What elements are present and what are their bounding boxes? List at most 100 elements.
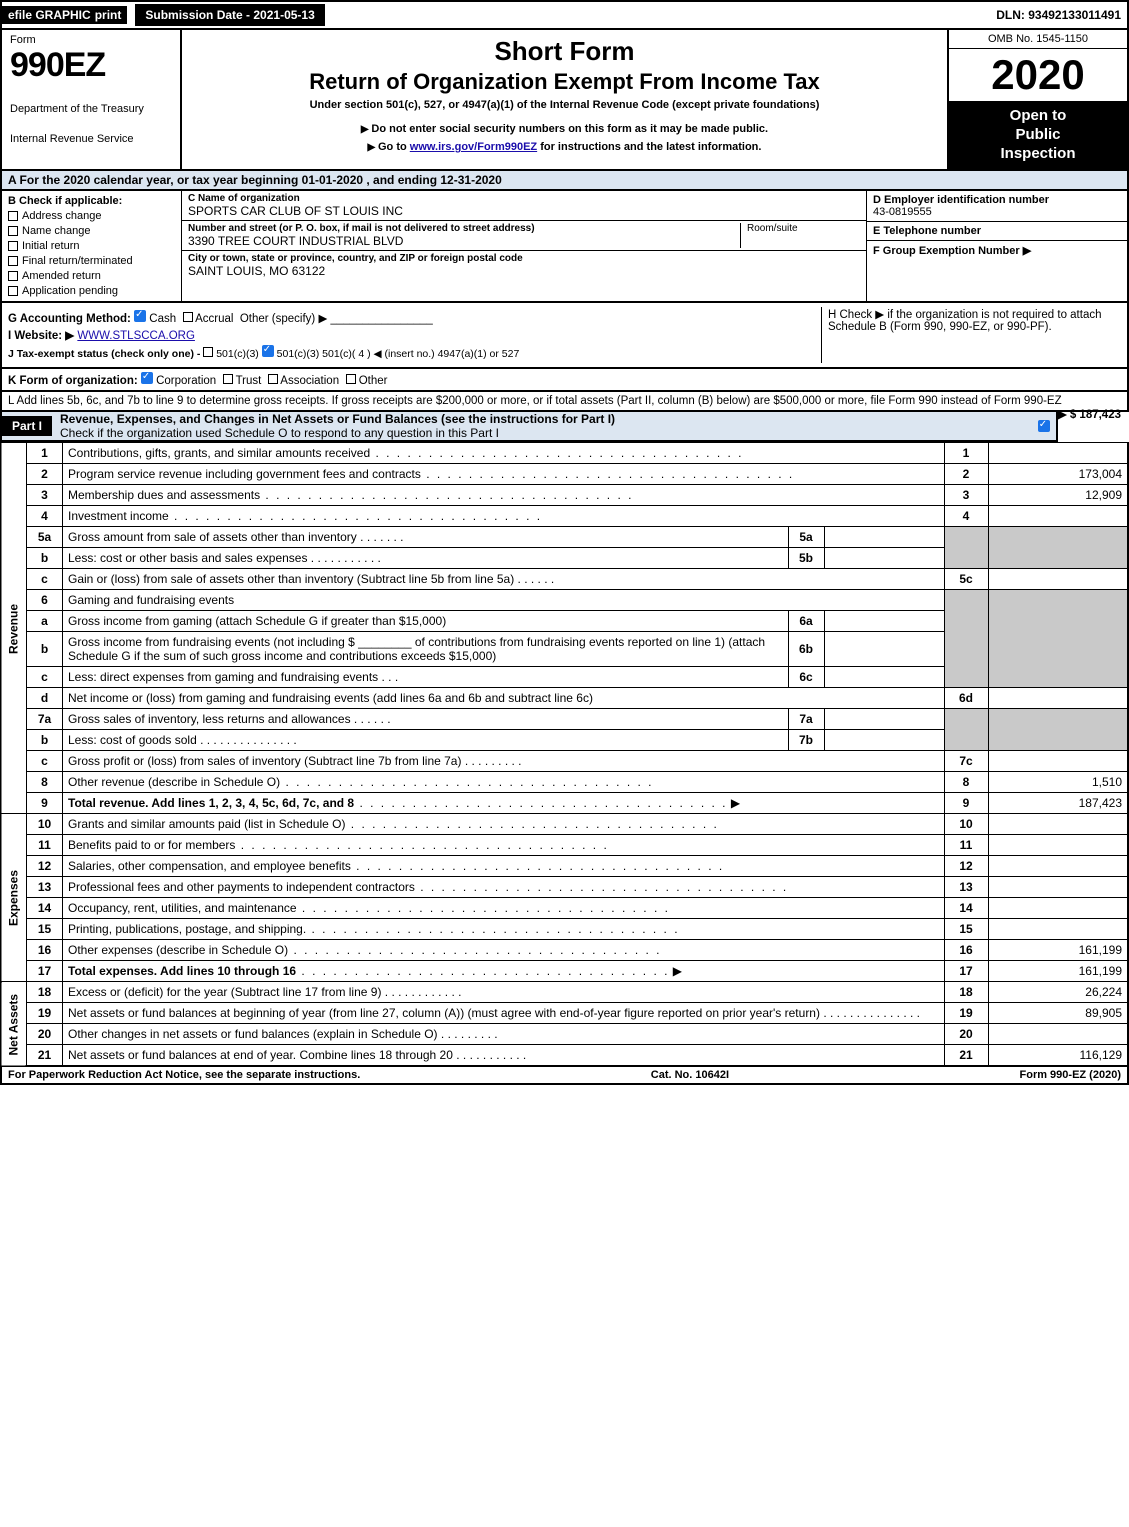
line-num: 7a [27, 709, 63, 730]
line-amt [988, 1024, 1128, 1045]
line-num: 8 [27, 772, 63, 793]
line-amt [988, 688, 1128, 709]
dept-treasury: Department of the Treasury [10, 103, 172, 115]
checkbox-icon [8, 286, 18, 296]
h-text: H Check ▶ if the organization is not req… [828, 309, 1102, 333]
form-number: 990EZ [10, 46, 172, 85]
line-desc: Net assets or fund balances at beginning… [63, 1003, 945, 1024]
line-desc: Less: cost or other basis and sales expe… [63, 548, 789, 569]
line-amt: 161,199 [988, 940, 1128, 961]
opt-application-pending[interactable]: Application pending [8, 285, 175, 297]
line-desc: Printing, publications, postage, and shi… [63, 919, 945, 940]
line-desc: Less: cost of goods sold . . . . . . . .… [63, 730, 789, 751]
ein-row: D Employer identification number 43-0819… [867, 191, 1127, 222]
checkbox-icon [8, 271, 18, 281]
line-amt: 173,004 [988, 464, 1128, 485]
line-num: c [27, 569, 63, 590]
opt-initial-return[interactable]: Initial return [8, 240, 175, 252]
line-ref: 7c [944, 751, 988, 772]
line-amt [988, 814, 1128, 835]
part-1-title: Revenue, Expenses, and Changes in Net As… [60, 412, 1038, 440]
tax-year-bar: A For the 2020 calendar year, or tax yea… [0, 171, 1129, 191]
netassets-side-label: Net Assets [1, 982, 27, 1067]
line-ref: 8 [944, 772, 988, 793]
sub-ref: 5a [788, 527, 824, 548]
city-label: City or town, state or province, country… [188, 253, 860, 264]
section-c: C Name of organization SPORTS CAR CLUB O… [182, 191, 867, 301]
line-num: 10 [27, 814, 63, 835]
inspection: Inspection [953, 145, 1123, 164]
line-ref: 9 [944, 793, 988, 814]
form-center: Short Form Return of Organization Exempt… [182, 30, 947, 169]
line-desc: Occupancy, rent, utilities, and maintena… [63, 898, 945, 919]
line-desc: Gaming and fundraising events [63, 590, 945, 611]
opt-address-change[interactable]: Address change [8, 210, 175, 222]
addr-value: 3390 TREE COURT INDUSTRIAL BLVD [188, 234, 740, 248]
line-ref: 6d [944, 688, 988, 709]
line-ref: 14 [944, 898, 988, 919]
line-amt [988, 835, 1128, 856]
grey-cell [988, 527, 1128, 569]
g-other: Other (specify) ▶ [240, 313, 327, 325]
l-text: L Add lines 5b, 6c, and 7b to line 9 to … [8, 395, 1062, 407]
line-num: 1 [27, 443, 63, 464]
line-amt: 89,905 [988, 1003, 1128, 1024]
sub-ref: 6a [788, 611, 824, 632]
accounting-method: G Accounting Method: Cash Accrual Other … [8, 310, 811, 325]
line-ref: 3 [944, 485, 988, 506]
omb-number: OMB No. 1545-1150 [949, 30, 1127, 49]
line-num: 4 [27, 506, 63, 527]
line-desc: Gross income from gaming (attach Schedul… [63, 611, 789, 632]
opt-final-return[interactable]: Final return/terminated [8, 255, 175, 267]
line-desc: Membership dues and assessments [63, 485, 945, 506]
checkbox-icon [346, 374, 356, 384]
dln-label: DLN: 93492133011491 [990, 6, 1127, 24]
line-amt [988, 856, 1128, 877]
tel-label: E Telephone number [873, 225, 1121, 237]
line-ref: 18 [944, 982, 988, 1003]
line-desc: Program service revenue including govern… [63, 464, 945, 485]
grey-cell [988, 709, 1128, 751]
line-amt [988, 443, 1128, 464]
revenue-table: Revenue 1 Contributions, gifts, grants, … [0, 442, 1129, 1067]
opt-amended-return[interactable]: Amended return [8, 270, 175, 282]
checkbox-icon [268, 374, 278, 384]
line-num: d [27, 688, 63, 709]
line-amt: 161,199 [988, 961, 1128, 982]
expenses-side-label: Expenses [1, 814, 27, 982]
city-value: SAINT LOUIS, MO 63122 [188, 264, 860, 278]
website-link[interactable]: WWW.STLSCCA.ORG [77, 330, 195, 342]
k-label: K Form of organization: [8, 375, 138, 387]
checkbox-checked-icon [141, 372, 153, 384]
line-amt [988, 506, 1128, 527]
form-left: Form 990EZ Department of the Treasury In… [2, 30, 182, 169]
j-opts: 501(c)(3) [216, 348, 262, 360]
tel-row: E Telephone number [867, 222, 1127, 241]
line-desc: Benefits paid to or for members [63, 835, 945, 856]
top-bar: efile GRAPHIC print Submission Date - 20… [0, 0, 1129, 30]
line-desc: Other changes in net assets or fund bala… [63, 1024, 945, 1045]
irs-link[interactable]: www.irs.gov/Form990EZ [410, 141, 537, 153]
tax-exempt-line: J Tax-exempt status (check only one) - 5… [8, 345, 811, 360]
header-block: Form 990EZ Department of the Treasury In… [0, 30, 1129, 171]
line-desc: Salaries, other compensation, and employ… [63, 856, 945, 877]
opt-name-change[interactable]: Name change [8, 225, 175, 237]
line-desc: Contributions, gifts, grants, and simila… [63, 443, 945, 464]
line-num: 19 [27, 1003, 63, 1024]
ein-label: D Employer identification number [873, 194, 1121, 206]
org-name-label: C Name of organization [188, 193, 860, 204]
return-title: Return of Organization Exempt From Incom… [192, 69, 937, 95]
goto-prefix: Go to [368, 141, 410, 153]
print-label[interactable]: print [95, 8, 122, 22]
address-row: Number and street (or P. O. box, if mail… [182, 221, 866, 251]
line-desc: Gross income from fundraising events (no… [63, 632, 789, 667]
checkbox-checked-icon [134, 310, 146, 322]
line-desc: Net income or (loss) from gaming and fun… [63, 688, 945, 709]
group-label: F Group Exemption Number ▶ [873, 244, 1121, 257]
sub-amt [824, 548, 944, 569]
goto-line: Go to www.irs.gov/Form990EZ for instruct… [192, 141, 937, 153]
line-ref: 19 [944, 1003, 988, 1024]
line-num: 17 [27, 961, 63, 982]
line-amt: 12,909 [988, 485, 1128, 506]
line-amt [988, 877, 1128, 898]
